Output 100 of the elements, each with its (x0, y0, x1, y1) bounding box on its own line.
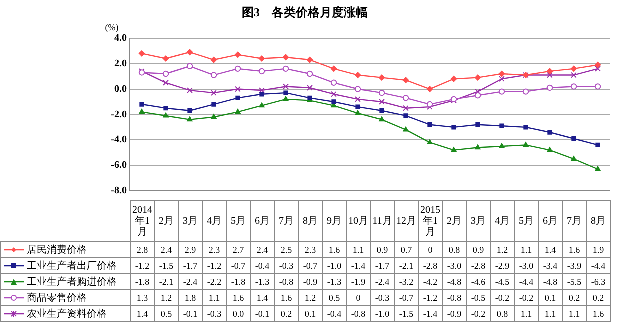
data-label: 2.5 (274, 242, 298, 258)
data-label: 1.4 (250, 290, 274, 306)
data-label: -2.2 (202, 274, 226, 290)
legend-label: 农业生产资料价格 (27, 308, 107, 320)
data-label: -2.8 (466, 258, 490, 274)
data-label: -2.4 (370, 274, 394, 290)
data-label: 0.2 (562, 290, 586, 306)
data-label: -1.3 (322, 274, 346, 290)
data-label: 0.5 (322, 290, 346, 306)
data-label: -1.7 (370, 258, 394, 274)
data-label: -0.4 (250, 258, 274, 274)
data-label: -3.4 (538, 258, 562, 274)
y-tick-label: 2.0 (114, 58, 127, 70)
legend-label: 商品零售价格 (27, 292, 87, 304)
data-label: -1.0 (370, 306, 394, 322)
y-tick-label: -2.0 (111, 109, 127, 120)
data-label: 0 (346, 290, 370, 306)
x-tick-label: 2月 (154, 200, 178, 242)
data-label: -1.4 (346, 258, 370, 274)
data-label: -0.3 (370, 290, 394, 306)
data-label: -1.2 (418, 290, 442, 306)
x-tick-label: 3月 (466, 200, 490, 242)
data-label: -1.5 (394, 306, 418, 322)
data-label: 1.2 (490, 242, 514, 258)
y-axis-title: (%) (105, 22, 119, 32)
data-label: -3.0 (514, 258, 538, 274)
data-label: 1.1 (202, 290, 226, 306)
x-tick-label: 12月 (394, 200, 418, 242)
x-tick-label: 6月 (250, 200, 274, 242)
x-tick-label: 2月 (442, 200, 466, 242)
x-tick-label: 2014年1月 (130, 200, 154, 242)
data-label: 0.2 (274, 306, 298, 322)
data-label: -2.9 (490, 258, 514, 274)
data-label: -1.8 (130, 274, 154, 290)
data-label: -1.5 (154, 258, 178, 274)
data-label: 0.1 (298, 306, 322, 322)
data-label: -5.5 (562, 274, 586, 290)
data-label: -4.8 (442, 274, 466, 290)
data-label: 0.7 (394, 242, 418, 258)
data-label: 2.3 (298, 242, 322, 258)
x-tick-label: 7月 (274, 200, 298, 242)
data-label: -0.2 (490, 290, 514, 306)
data-label: 1.6 (226, 290, 250, 306)
data-label: 0.9 (466, 242, 490, 258)
x-tick-label: 4月 (490, 200, 514, 242)
data-label: -4.2 (418, 274, 442, 290)
data-label: -2.4 (178, 274, 202, 290)
data-label: -0.5 (466, 290, 490, 306)
data-label: 2.4 (154, 242, 178, 258)
data-label: 1.1 (514, 242, 538, 258)
x-tick-label: 4月 (202, 200, 226, 242)
data-label: -6.3 (586, 274, 610, 290)
data-label: -0.1 (250, 306, 274, 322)
x-tick-label: 5月 (226, 200, 250, 242)
data-label: 0.9 (370, 242, 394, 258)
data-label: 1.4 (538, 242, 562, 258)
data-label: 2.9 (178, 242, 202, 258)
legend-label: 工业生产者出厂价格 (27, 260, 117, 272)
data-label: 0.0 (226, 306, 250, 322)
y-tick-label: -4.0 (111, 134, 127, 146)
data-label: -1.9 (346, 274, 370, 290)
data-label: -0.7 (226, 258, 250, 274)
data-label: 1.1 (514, 306, 538, 322)
x-tick-label: 9月 (322, 200, 346, 242)
data-label: 1.1 (346, 242, 370, 258)
data-label: 0 (418, 242, 442, 258)
data-label: -1.0 (322, 258, 346, 274)
data-label: -0.2 (466, 306, 490, 322)
y-tick-label: 4.0 (114, 32, 127, 44)
x-tick-label: 5月 (514, 200, 538, 242)
data-label: -2.1 (154, 274, 178, 290)
data-label: -2.1 (394, 258, 418, 274)
data-label: -3.0 (442, 258, 466, 274)
data-label: -4.4 (514, 274, 538, 290)
x-tick-label: 7月 (562, 200, 586, 242)
data-label: -1.7 (178, 258, 202, 274)
chart-title: 图3 各类价格月度涨幅 (242, 5, 368, 20)
legend-label: 居民消费价格 (27, 244, 87, 256)
data-label: -2.8 (418, 258, 442, 274)
data-label: -0.7 (298, 258, 322, 274)
data-label: -4.8 (538, 274, 562, 290)
data-label: 0.1 (538, 290, 562, 306)
data-label: 0.5 (154, 306, 178, 322)
data-label: 2.7 (226, 242, 250, 258)
x-tick-label: 10月 (346, 200, 370, 242)
data-label: 1.6 (562, 242, 586, 258)
data-label: -3.9 (562, 258, 586, 274)
data-label: -0.2 (514, 290, 538, 306)
data-label: -0.8 (274, 274, 298, 290)
data-label: 1.1 (538, 306, 562, 322)
data-label: -1.8 (226, 274, 250, 290)
data-label: -4.4 (586, 258, 610, 274)
data-label: 1.3 (130, 290, 154, 306)
x-tick-label: 3月 (178, 200, 202, 242)
data-label: 1.8 (178, 290, 202, 306)
y-tick-label: -8.0 (111, 186, 127, 197)
data-label: 1.4 (130, 306, 154, 322)
data-label: 1.6 (586, 306, 610, 322)
data-label: 2.8 (130, 242, 154, 258)
data-label: 1.6 (274, 290, 298, 306)
